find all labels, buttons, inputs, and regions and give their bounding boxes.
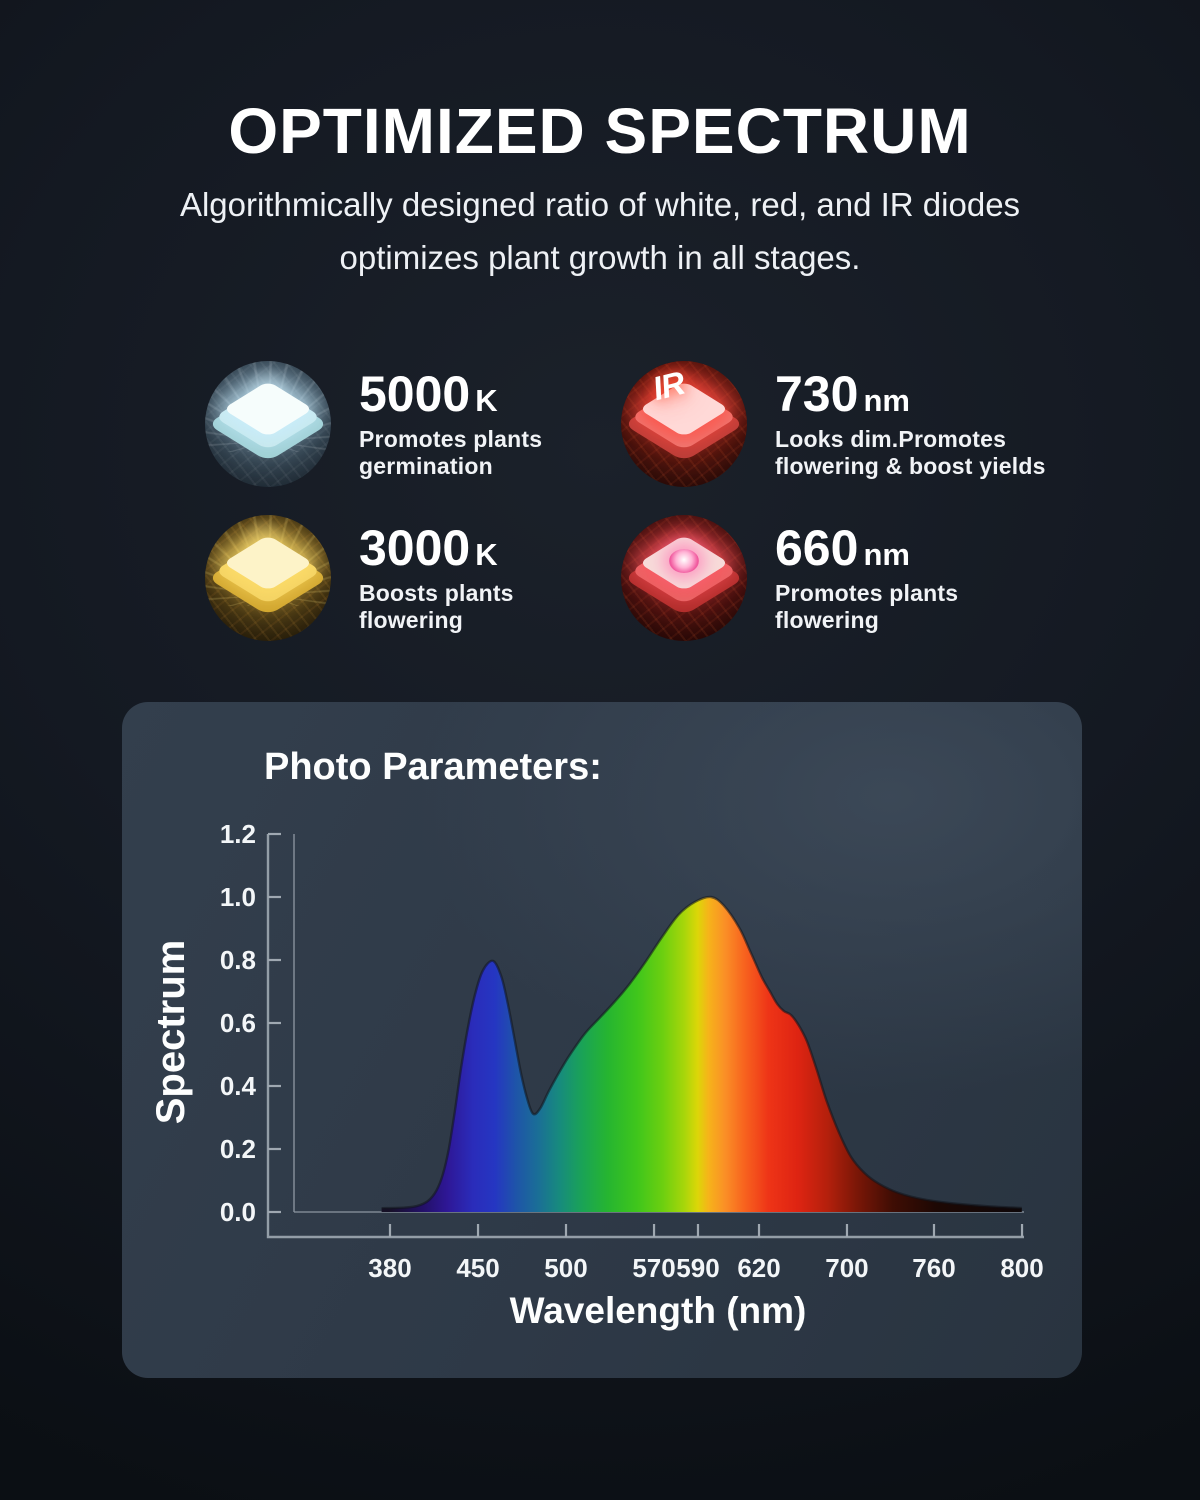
feature-5000k: 5000 K Promotes plants germination bbox=[205, 361, 659, 487]
feature-value: 660 nm bbox=[775, 520, 910, 577]
chart-panel: Photo Parameters: Spectrum 0.0 0.2 0.4 0.6 0… bbox=[122, 702, 1082, 1378]
chart-title: Photo Parameters: bbox=[264, 746, 602, 788]
feature-unit: K bbox=[475, 383, 498, 419]
x-axis-label: Wavelength (nm) bbox=[509, 1290, 807, 1331]
x-tick-label: 800 bbox=[1000, 1253, 1043, 1283]
x-tick-label: 760 bbox=[912, 1253, 955, 1283]
x-tick-label: 620 bbox=[737, 1253, 780, 1283]
page-subtitle: Algorithmically designed ratio of white,… bbox=[0, 178, 1200, 285]
feature-unit: nm bbox=[863, 383, 910, 419]
x-tick-label: 380 bbox=[368, 1253, 411, 1283]
feature-text: 660 nm Promotes plants flowering bbox=[775, 523, 1075, 632]
feature-660nm: 660 nm Promotes plants flowering bbox=[621, 515, 1075, 641]
x-tick-label: 450 bbox=[456, 1253, 499, 1283]
feature-description: Looks dim.Promotes flowering & boost yiel… bbox=[775, 426, 1046, 479]
x-tick-label: 570 bbox=[632, 1253, 675, 1283]
feature-text: 5000 K Promotes plants germination bbox=[359, 369, 659, 478]
y-tick-label: 0.0 bbox=[220, 1197, 256, 1227]
ir-led-chip-icon: IR bbox=[621, 361, 747, 487]
feature-text: 730 nm Looks dim.Promotes flowering & boos… bbox=[775, 369, 1075, 478]
y-tick-label: 1.0 bbox=[220, 882, 256, 912]
spectrum-chart: 0.0 0.2 0.4 0.6 0.8 1.0 1.2 380 450 500 570 590 620 7… bbox=[220, 819, 1044, 1283]
feature-description: Boosts plants flowering bbox=[359, 580, 514, 633]
feature-unit: K bbox=[475, 537, 498, 573]
feature-3000k: 3000 K Boosts plants flowering bbox=[205, 515, 659, 641]
feature-value: 5000 K bbox=[359, 366, 498, 423]
feature-description: Promotes plants germination bbox=[359, 426, 543, 479]
subtitle-line-2: optimizes plant growth in all stages. bbox=[339, 239, 861, 277]
x-tick-label: 500 bbox=[544, 1253, 587, 1283]
x-tick-label: 700 bbox=[825, 1253, 868, 1283]
feature-text: 3000 K Boosts plants flowering bbox=[359, 523, 659, 632]
y-tick-label: 0.2 bbox=[220, 1134, 256, 1164]
x-tick-label: 590 bbox=[676, 1253, 719, 1283]
red-led-chip-icon bbox=[621, 515, 747, 641]
y-tick-label: 1.2 bbox=[220, 819, 256, 849]
spectrum-outline bbox=[381, 895, 1022, 1210]
spectrum-area bbox=[381, 896, 1022, 1212]
feature-description: Promotes plants flowering bbox=[775, 580, 959, 633]
feature-730nm: IR 730 nm Looks dim.Promotes flowering & b… bbox=[621, 361, 1075, 487]
y-tick-label: 0.6 bbox=[220, 1008, 256, 1038]
feature-value: 730 nm bbox=[775, 366, 910, 423]
warm-led-chip-icon bbox=[205, 515, 331, 641]
y-tick-label: 0.4 bbox=[220, 1071, 257, 1101]
subtitle-line-1: Algorithmically designed ratio of white,… bbox=[179, 186, 1021, 223]
led-dome-glow bbox=[669, 549, 699, 573]
axis-spines bbox=[266, 834, 1024, 1239]
feature-value: 3000 K bbox=[359, 520, 498, 577]
page-title: OPTIMIZED SPECTRUM bbox=[228, 95, 972, 167]
white-led-chip-icon bbox=[205, 361, 331, 487]
y-tick-label: 0.8 bbox=[220, 945, 256, 975]
feature-unit: nm bbox=[863, 537, 910, 573]
